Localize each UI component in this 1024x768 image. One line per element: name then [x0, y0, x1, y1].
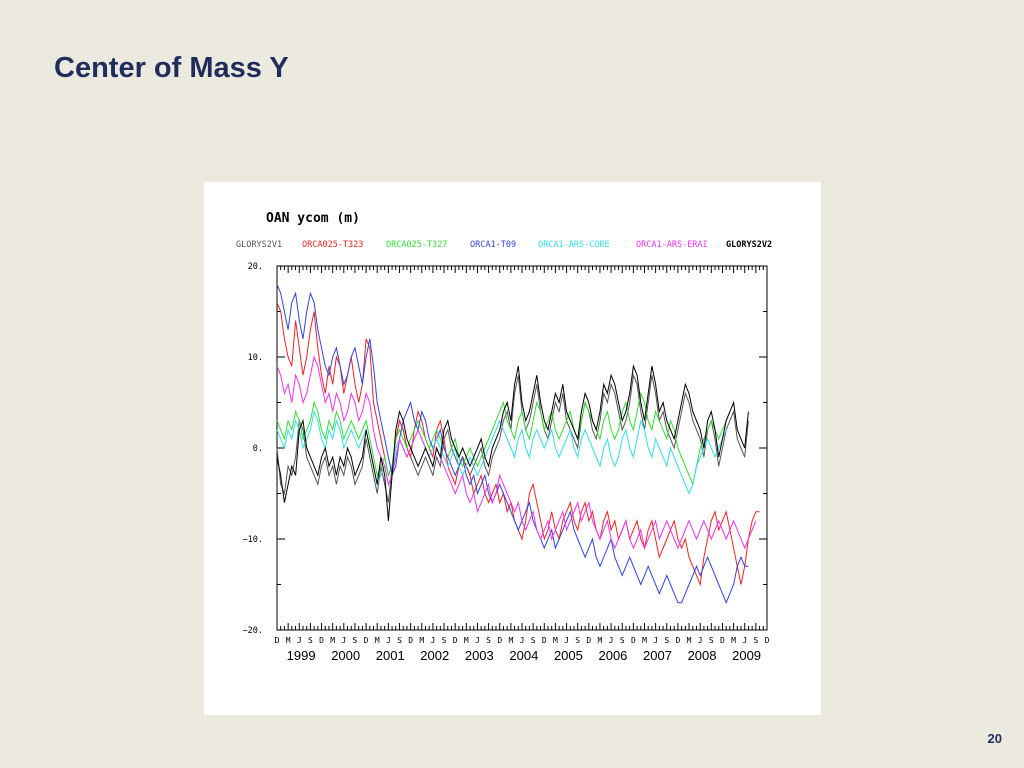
x-month-label: M — [598, 636, 603, 645]
page-number: 20 — [987, 731, 1002, 746]
legend-entry-orca1-t09: ORCA1-T09 — [470, 240, 516, 250]
x-month-label: D — [765, 636, 770, 645]
x-month-label: S — [709, 636, 714, 645]
x-month-label: M — [286, 636, 291, 645]
y-tick-label: 10. — [248, 353, 263, 363]
y-tick-label: 20. — [248, 262, 263, 272]
legend-entry-glorys2v2: GLORYS2V2 — [726, 240, 772, 250]
x-month-label: S — [353, 636, 358, 645]
x-year-label: 2002 — [420, 648, 449, 663]
series-line-orca1-ars-erai — [276, 355, 757, 550]
x-month-label: S — [308, 636, 313, 645]
x-month-label: J — [609, 636, 614, 645]
x-month-label: S — [575, 636, 580, 645]
x-month-label: D — [408, 636, 413, 645]
x-month-label: J — [653, 636, 658, 645]
x-month-label: M — [731, 636, 736, 645]
x-month-label: J — [341, 636, 346, 645]
legend-entry-orca025-t323: ORCA025-T323 — [302, 240, 363, 250]
x-month-label: D — [364, 636, 369, 645]
x-month-label: J — [475, 636, 480, 645]
legend-entry-orca025-t327: ORCA025-T327 — [386, 240, 447, 250]
chart-svg: OAN ycom (m) GLORYS2V1 ORCA025-T323 ORCA025… — [236, 211, 772, 663]
y-tick-label: 0. — [253, 444, 263, 454]
x-month-label: S — [442, 636, 447, 645]
series-line-orca1-t09 — [276, 284, 749, 605]
x-month-label: D — [275, 636, 280, 645]
x-year-label: 2000 — [331, 648, 360, 663]
x-month-label: D — [720, 636, 725, 645]
legend-entry-orca1-ars-core: ORCA1-ARS-CORE — [538, 240, 610, 250]
x-month-label: J — [386, 636, 391, 645]
x-month-label: D — [497, 636, 502, 645]
x-month-label: J — [430, 636, 435, 645]
x-year-label: 2008 — [688, 648, 717, 663]
x-month-label: M — [419, 636, 424, 645]
x-month-label: S — [753, 636, 758, 645]
x-year-label: 2003 — [465, 648, 494, 663]
x-month-label: J — [297, 636, 302, 645]
x-month-label: M — [508, 636, 513, 645]
x-year-label: 2005 — [554, 648, 583, 663]
x-month-label: J — [742, 636, 747, 645]
x-year-label: 2004 — [509, 648, 538, 663]
x-year-label: 2009 — [732, 648, 761, 663]
chart-title: OAN ycom (m) — [266, 211, 360, 226]
x-month-label: M — [642, 636, 647, 645]
plot-frame — [276, 265, 768, 631]
series-line-orca025-t327 — [276, 391, 731, 487]
x-month-label: D — [453, 636, 458, 645]
x-month-label: S — [531, 636, 536, 645]
x-month-label: J — [520, 636, 525, 645]
x-month-label: M — [687, 636, 692, 645]
x-month-label: M — [375, 636, 380, 645]
x-month-label: S — [620, 636, 625, 645]
x-month-label: D — [319, 636, 324, 645]
x-year-label: 2006 — [598, 648, 627, 663]
x-month-label: D — [675, 636, 680, 645]
x-month-label: D — [542, 636, 547, 645]
x-month-label: S — [486, 636, 491, 645]
x-month-label: M — [464, 636, 469, 645]
x-month-label: D — [586, 636, 591, 645]
x-month-label: J — [564, 636, 569, 645]
x-month-label: M — [553, 636, 558, 645]
x-month-label: J — [698, 636, 703, 645]
slide-title: Center of Mass Y — [54, 52, 289, 84]
y-tick-label: −10. — [243, 535, 263, 545]
series-line-orca025-t323 — [276, 302, 760, 587]
x-year-label: 1999 — [287, 648, 316, 663]
series-line-glorys2v2 — [276, 364, 749, 521]
x-month-label: S — [397, 636, 402, 645]
legend-entry-glorys2v1: GLORYS2V1 — [236, 240, 282, 250]
series-line-orca1-ars-core — [276, 409, 727, 495]
legend-entry-orca1-ars-erai: ORCA1-ARS-ERAI — [636, 240, 708, 250]
series-line-glorys2v1 — [276, 373, 749, 503]
x-month-label: M — [330, 636, 335, 645]
x-year-label: 2001 — [376, 648, 405, 663]
x-year-label: 2007 — [643, 648, 672, 663]
y-tick-label: −20. — [243, 626, 263, 636]
x-month-label: D — [631, 636, 636, 645]
chart-figure: OAN ycom (m) GLORYS2V1 ORCA025-T323 ORCA025… — [204, 182, 821, 715]
x-month-label: S — [664, 636, 669, 645]
